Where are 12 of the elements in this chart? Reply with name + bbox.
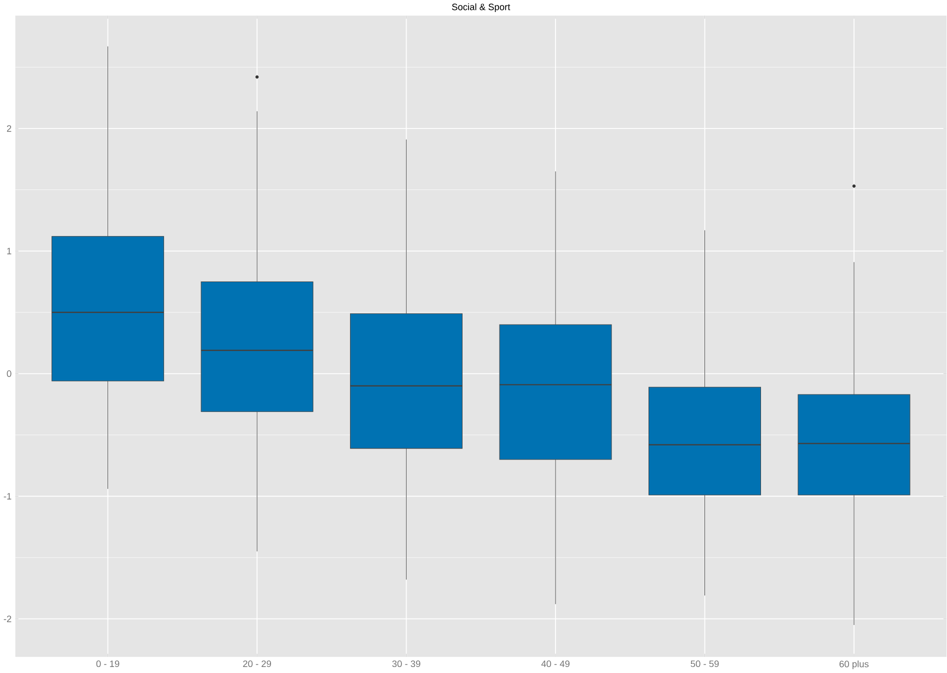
y-tick-label: -2 xyxy=(4,616,12,622)
x-tick-label: 20 - 29 xyxy=(243,660,272,668)
y-tick-label: 1 xyxy=(7,248,12,254)
chart-title: Social & Sport xyxy=(452,4,510,12)
y-tick-label: -1 xyxy=(4,493,12,500)
x-tick-label: 50 - 59 xyxy=(690,660,719,668)
y-tick-label: 2 xyxy=(6,125,12,132)
x-tick-label: 0 - 19 xyxy=(96,660,120,668)
y-tick-label: 0 xyxy=(6,370,12,378)
x-tick-label: 40 - 49 xyxy=(541,660,570,668)
x-tick-label: 30 - 39 xyxy=(392,660,420,668)
x-tick-label: 60 plus xyxy=(840,660,869,670)
